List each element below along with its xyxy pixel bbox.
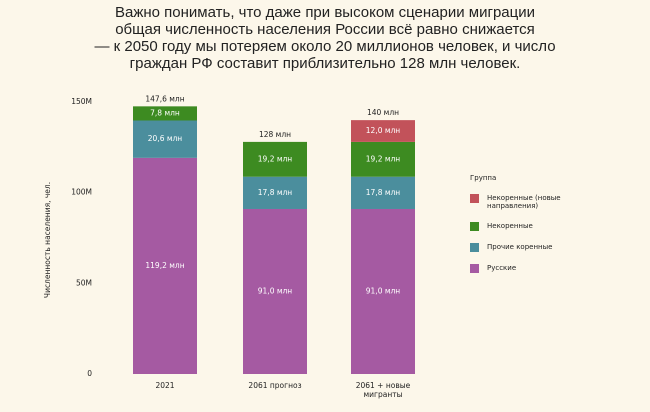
- value-label: 19,2 млн: [258, 154, 293, 163]
- legend-label: Некоренные: [487, 222, 533, 230]
- value-label: 91,0 млн: [366, 286, 401, 295]
- bar-segment: [351, 120, 415, 142]
- value-label: 17,8 млн: [258, 188, 293, 197]
- legend-swatch: [470, 222, 479, 231]
- x-tick-label: 2061 прогноз: [248, 381, 302, 390]
- legend-label: Русские: [487, 264, 517, 272]
- y-tick-label: 0: [87, 369, 92, 378]
- bar-segment: [243, 141, 307, 177]
- intro: Важно понимать, что даже при высоком сце…: [20, 4, 630, 72]
- bar-segment: [351, 141, 415, 177]
- intro-line: граждан РФ составит приблизительно 128 м…: [129, 55, 521, 72]
- x-tick-label: 2061 + новые мигранты: [355, 381, 411, 399]
- total-label: 147,6 млн: [145, 94, 184, 103]
- total-label: 128 млн: [259, 130, 291, 139]
- value-label: 7,8 млн: [150, 108, 180, 117]
- total-label: 140 млн: [367, 108, 399, 117]
- bar-segment: [133, 120, 197, 158]
- bar-segment: [133, 157, 197, 374]
- intro-line: общая численность населения России всё р…: [115, 21, 535, 38]
- intro-line: Важно понимать, что даже при высоком сце…: [115, 4, 535, 21]
- legend-title: Группа: [470, 174, 497, 182]
- bar-segment: [243, 208, 307, 374]
- bar-segment: [351, 176, 415, 209]
- x-tick-label: 2021: [155, 381, 175, 390]
- value-label: 19,2 млн: [366, 154, 401, 163]
- bar-segment: [351, 208, 415, 374]
- legend: Группа Некоренные (новые направления) Неко…: [470, 174, 590, 273]
- legend-swatch: [470, 243, 479, 252]
- legend-item: Некоренные: [470, 222, 590, 231]
- legend-swatch: [470, 264, 479, 273]
- legend-label: Прочие коренные: [487, 243, 553, 251]
- value-label: 20,6 млн: [148, 134, 183, 143]
- bar-segment: [243, 176, 307, 209]
- intro-line: — к 2050 году мы потеряем около 20 милли…: [94, 38, 556, 55]
- y-tick-label: 50M: [76, 278, 92, 287]
- legend-swatch: [470, 194, 479, 203]
- y-axis-label: Численность населения, чел.: [43, 182, 52, 298]
- legend-item: Русские: [470, 264, 590, 273]
- value-label: 17,8 млн: [366, 188, 401, 197]
- value-label: 119,2 млн: [145, 261, 184, 270]
- legend-item: Прочие коренные: [470, 243, 590, 252]
- value-label: 12,0 млн: [366, 126, 401, 135]
- legend-label: Некоренные (новые направления): [487, 194, 561, 210]
- y-tick-label: 100M: [71, 188, 92, 197]
- value-label: 91,0 млн: [258, 286, 293, 295]
- legend-item: Некоренные (новые направления): [470, 194, 590, 210]
- bar-segment: [133, 106, 197, 121]
- y-tick-label: 150M: [71, 97, 92, 106]
